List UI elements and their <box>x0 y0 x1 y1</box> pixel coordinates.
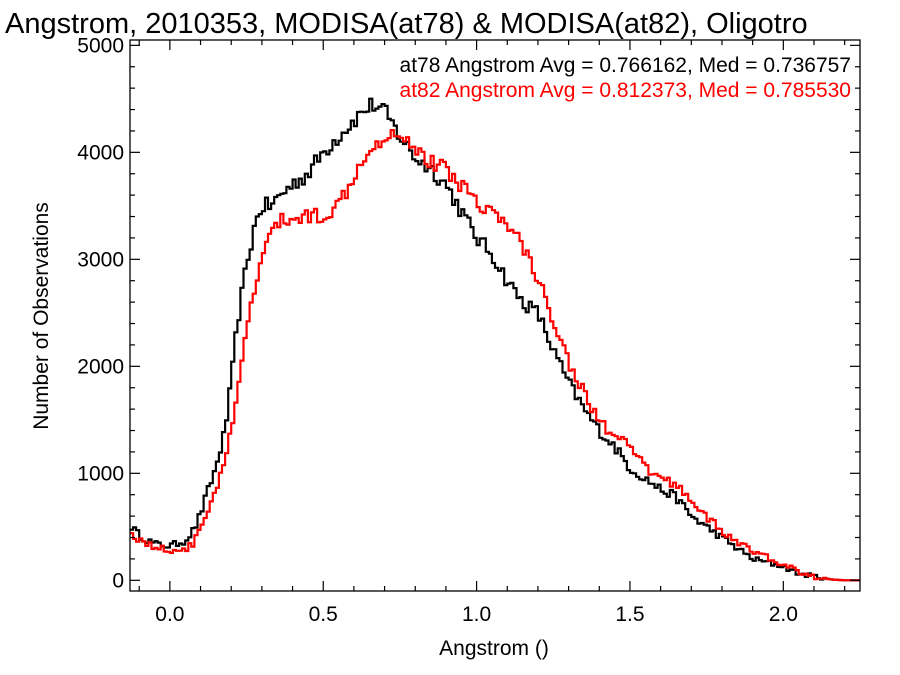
series-line-at82 <box>130 129 860 582</box>
x-axis-label: Angstrom () <box>439 637 549 660</box>
x-tick-label: 1.5 <box>615 603 644 626</box>
y-tick-label: 0 <box>112 569 124 592</box>
chart-title: Angstrom, 2010353, MODISA(at78) & MODISA… <box>5 8 808 40</box>
axis-ticks: 0.0 0.5 1.0 1.5 2.0 0 1000 2000 3000 4000 5000 <box>77 34 860 626</box>
x-tick-label: 1.0 <box>462 603 491 626</box>
legend-entry-at78: at78 Angstrom Avg = 0.766162, Med = 0.73… <box>400 54 851 77</box>
y-tick-label: 2000 <box>77 355 124 378</box>
series-layer <box>130 97 860 582</box>
x-tick-label: 2.0 <box>769 603 798 626</box>
series-line-at78 <box>130 97 860 582</box>
y-tick-label: 5000 <box>77 34 124 57</box>
y-tick-label: 1000 <box>77 462 124 485</box>
x-tick-label: 0.0 <box>155 603 184 626</box>
plot-area-frame <box>129 39 861 592</box>
y-axis-label: Number of Observations <box>30 202 53 430</box>
y-tick-label: 3000 <box>77 248 124 271</box>
y-tick-label: 4000 <box>77 141 124 164</box>
x-tick-label: 0.5 <box>309 603 338 626</box>
legend-entry-at82: at82 Angstrom Avg = 0.812373, Med = 0.78… <box>400 79 851 102</box>
